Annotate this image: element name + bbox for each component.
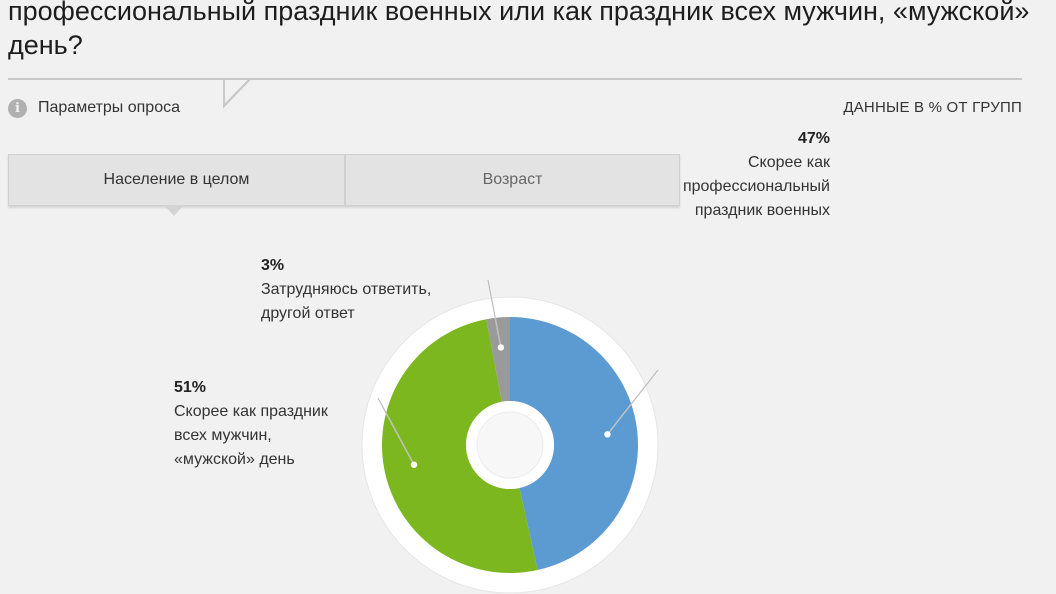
slice-text-mens-day: Скорее как праздник всех мужчин, «мужско… [174, 403, 328, 468]
slice-military[interactable] [510, 317, 638, 570]
survey-params-label: Параметры опроса [38, 99, 180, 116]
slice-label-mens-day: 51% Скорее как праздник всех мужчин, «му… [174, 376, 328, 472]
slice-text-military: Скорее как профессиональный праздник вое… [682, 154, 830, 219]
tab-population[interactable]: Население в целом [103, 171, 250, 188]
donut-chart [361, 279, 659, 594]
slice-label-military: 47% Скорее как профессиональный праздник… [683, 127, 830, 223]
units-label: ДАННЫЕ В % ОТ ГРУПП [843, 99, 1022, 116]
slice-pct-other: 3% [261, 257, 285, 274]
slice-mens-day-leader-outside [377, 397, 415, 465]
slice-mens-day-anchor-dot [410, 461, 418, 468]
slice-military-leader-outside [606, 369, 659, 435]
title-divider [8, 78, 1022, 109]
active-tab-pointer [164, 205, 184, 216]
slice-military-anchor-dot [604, 431, 611, 438]
survey-params-toggle[interactable]: i Параметры опроса [8, 97, 180, 119]
slice-text-other: Затрудняюсь ответить, другой ответ [261, 281, 432, 322]
slice-pct-military: 47% [797, 130, 830, 147]
slice-pct-mens-day: 51% [174, 379, 207, 396]
slice-mens-day[interactable] [382, 319, 538, 573]
donut-hole-inner [476, 411, 544, 479]
tab-age[interactable]: Возраст [344, 155, 679, 205]
slice-other-anchor-dot [497, 344, 505, 351]
slice-other-leader-outside [487, 279, 502, 348]
slice-other[interactable] [486, 317, 510, 402]
page-title: профессиональный праздник военных или ка… [8, 0, 1030, 60]
slice-label-other: 3% Затрудняюсь ответить, другой ответ [261, 254, 431, 326]
tab-bar: Население в целом Возраст [8, 154, 680, 206]
info-icon: i [8, 98, 27, 118]
